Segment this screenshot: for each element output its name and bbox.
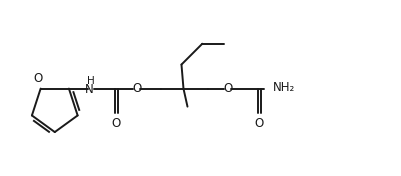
Text: O: O xyxy=(223,82,232,95)
Text: NH₂: NH₂ xyxy=(272,81,294,94)
Text: O: O xyxy=(34,72,43,85)
Text: N: N xyxy=(85,83,94,96)
Text: O: O xyxy=(254,117,263,130)
Text: H: H xyxy=(87,76,94,86)
Text: O: O xyxy=(132,82,141,95)
Text: O: O xyxy=(111,117,121,130)
